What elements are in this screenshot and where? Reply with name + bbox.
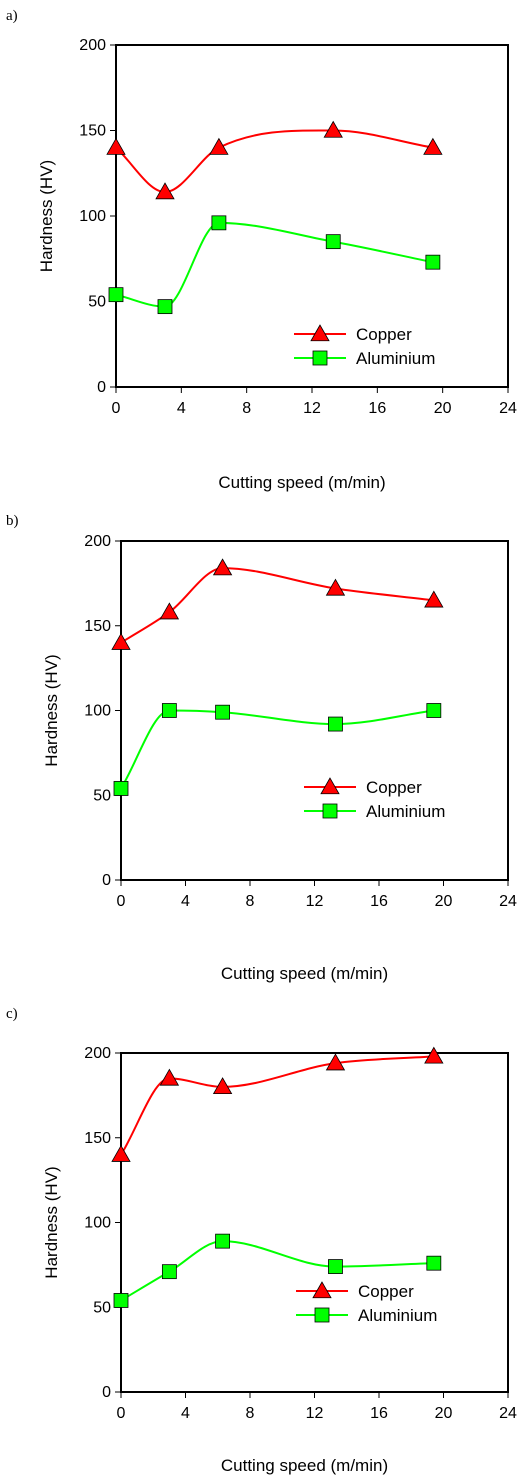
chart-panel-b: b) 0 50 100 150 200 0 4 8 12 16 20 24 Cutting speed (…: [6, 513, 517, 983]
legend-label: Copper: [356, 325, 412, 344]
x-tick-label: 8: [246, 893, 255, 910]
x-tick-label: 12: [303, 400, 321, 417]
legend-marker-square: [313, 351, 327, 365]
panel-label: a): [6, 8, 18, 24]
data-point: [212, 216, 226, 230]
x-tick-label: 0: [117, 1405, 126, 1422]
y-tick-label: 50: [93, 1299, 111, 1316]
x-tick-label: 16: [370, 893, 388, 910]
legend-label: Copper: [366, 778, 422, 797]
y-axis-title: Hardness (HV): [42, 1166, 61, 1278]
data-point: [427, 1256, 441, 1270]
y-tick-label: 150: [79, 123, 106, 140]
x-tick-label: 24: [499, 400, 517, 417]
y-tick-label: 150: [84, 1130, 111, 1147]
data-point: [427, 704, 441, 718]
data-point: [425, 1047, 443, 1063]
legend-marker-triangle: [313, 1282, 331, 1298]
y-tick-label: 100: [84, 1215, 111, 1232]
plot-frame: [116, 45, 508, 387]
data-point: [162, 704, 176, 718]
series-aluminium: [109, 216, 440, 314]
x-tick-label: 20: [435, 893, 453, 910]
legend-label: Aluminium: [358, 1306, 437, 1325]
data-point: [328, 1260, 342, 1274]
data-point: [328, 717, 342, 731]
y-tick-label: 50: [93, 787, 111, 804]
legend-label: Aluminium: [356, 349, 435, 368]
x-tick-label: 8: [246, 1405, 255, 1422]
data-point: [326, 235, 340, 249]
data-point: [324, 122, 342, 138]
y-axis-title: Hardness (HV): [37, 160, 56, 272]
series-line: [116, 130, 433, 192]
data-point: [114, 1293, 128, 1307]
series-copper: [112, 1047, 443, 1161]
series-copper: [112, 559, 443, 649]
data-point: [216, 705, 230, 719]
data-point: [109, 288, 123, 302]
x-tick-label: 16: [368, 400, 386, 417]
x-tick-label: 8: [242, 400, 251, 417]
series-line: [116, 223, 433, 307]
x-tick-label: 4: [181, 893, 190, 910]
plot-frame: [121, 1053, 508, 1392]
data-point: [160, 1069, 178, 1085]
data-point: [158, 300, 172, 314]
legend-label: Copper: [358, 1282, 414, 1301]
x-axis-title: Cutting speed (m/min): [221, 1456, 388, 1475]
legend-marker-square: [323, 804, 337, 818]
series-line: [121, 711, 434, 789]
y-tick-label: 200: [79, 37, 106, 54]
legend-marker-square: [315, 1308, 329, 1322]
data-point: [112, 634, 130, 650]
panel-label: c): [6, 1006, 18, 1022]
data-point: [112, 1146, 130, 1162]
data-point: [107, 139, 125, 155]
y-tick-label: 50: [88, 294, 106, 311]
y-tick-label: 150: [84, 618, 111, 635]
data-point: [114, 781, 128, 795]
data-point: [214, 559, 232, 575]
y-tick-label: 0: [97, 379, 106, 396]
y-tick-label: 200: [84, 533, 111, 550]
x-tick-label: 12: [306, 893, 324, 910]
x-tick-label: 20: [434, 400, 452, 417]
y-tick-label: 200: [84, 1045, 111, 1062]
x-tick-label: 0: [112, 400, 121, 417]
y-tick-label: 0: [102, 1384, 111, 1401]
data-point: [162, 1265, 176, 1279]
data-point: [426, 255, 440, 269]
legend: Copper Aluminium: [294, 325, 435, 368]
data-point: [216, 1234, 230, 1248]
legend-marker-triangle: [321, 778, 339, 794]
x-axis-title: Cutting speed (m/min): [221, 964, 388, 983]
legend-marker-triangle: [311, 325, 329, 341]
x-tick-label: 12: [306, 1405, 324, 1422]
x-tick-label: 0: [117, 893, 126, 910]
panel-label: b): [6, 513, 19, 529]
x-tick-label: 20: [435, 1405, 453, 1422]
legend-label: Aluminium: [366, 802, 445, 821]
series-line: [121, 1056, 434, 1154]
legend: Copper Aluminium: [304, 778, 445, 821]
x-tick-label: 24: [499, 893, 517, 910]
x-tick-label: 24: [499, 1405, 517, 1422]
legend: Copper Aluminium: [296, 1282, 437, 1325]
y-tick-label: 100: [84, 703, 111, 720]
x-tick-label: 16: [370, 1405, 388, 1422]
x-tick-label: 4: [181, 1405, 190, 1422]
y-axis-title: Hardness (HV): [42, 654, 61, 766]
chart-panel-a: a) 0 50 100 150 200 0 4 8 12 16 20 24 Cutting speed (…: [6, 8, 517, 492]
x-tick-label: 4: [177, 400, 186, 417]
series-copper: [107, 122, 442, 199]
chart-panel-c: c) 0 50 100 150 200 0 4 8 12 16 20 24 Cutting speed (…: [6, 1006, 517, 1475]
y-tick-label: 100: [79, 208, 106, 225]
x-axis-title: Cutting speed (m/min): [218, 473, 385, 492]
y-tick-label: 0: [102, 872, 111, 889]
data-point: [210, 139, 228, 155]
